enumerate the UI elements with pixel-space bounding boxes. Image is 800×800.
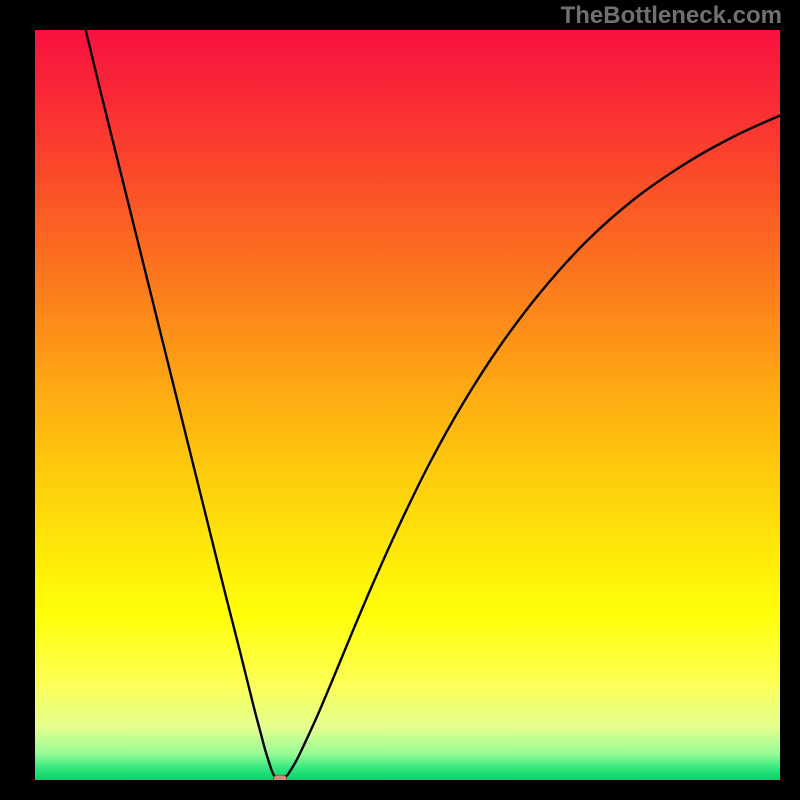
chart-root: TheBottleneck.com — [0, 0, 800, 800]
plot-svg — [35, 30, 780, 780]
plot-area — [35, 30, 780, 780]
marker-layer — [273, 775, 286, 780]
minimum-marker — [273, 775, 286, 780]
gradient-background — [35, 30, 780, 780]
watermark-text: TheBottleneck.com — [561, 2, 782, 30]
